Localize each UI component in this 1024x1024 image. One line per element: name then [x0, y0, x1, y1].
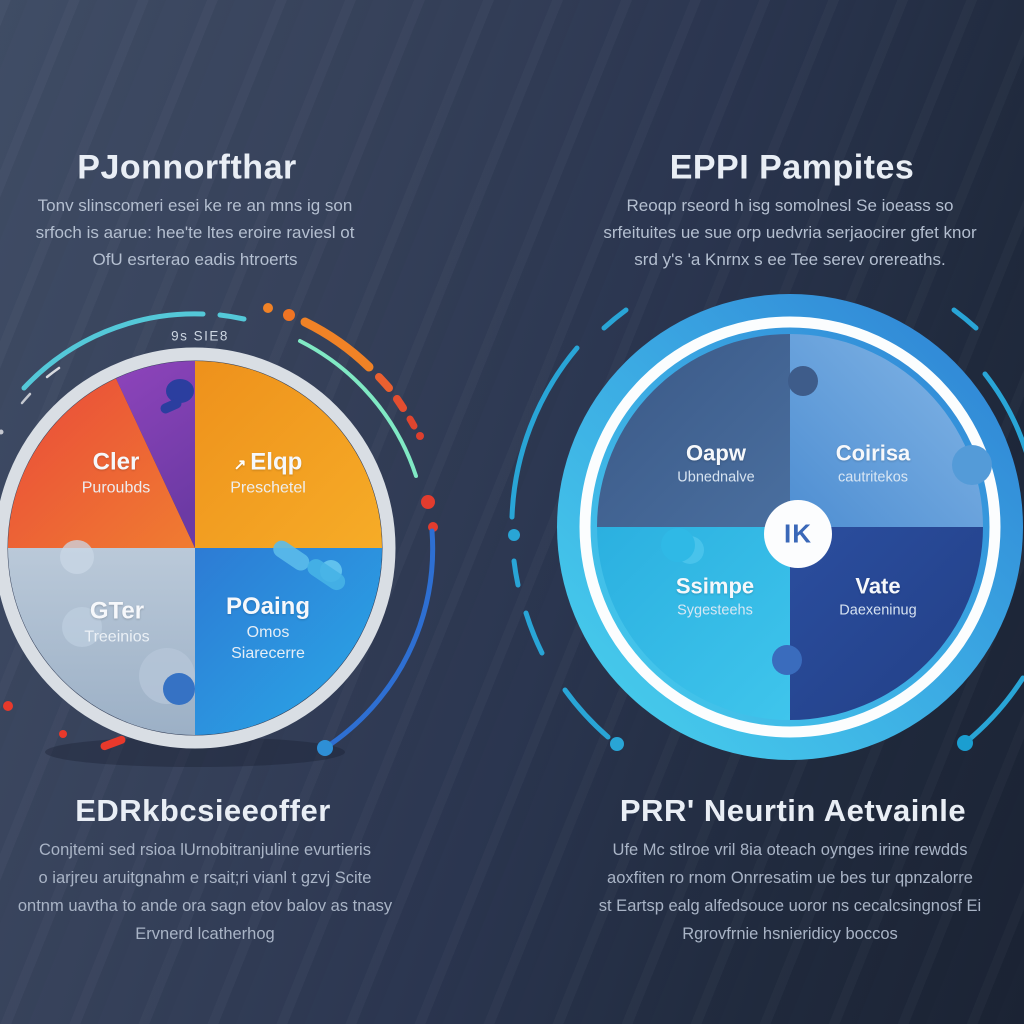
left-chart-label: 9s SIE8 [171, 328, 229, 344]
right-section-body: Ufe Mc stlroe vril 8ia oteach oynges iri… [555, 836, 1024, 948]
right-panel-title: EPPI Pampites [669, 148, 915, 187]
orange-dot-2 [283, 309, 295, 321]
left-quad-label-top-right: ↗ Elqp Preschetel [230, 449, 306, 498]
right-panel-subtitle: Reoqp rseord h isg somolnesl Se ioeass s… [560, 192, 1020, 273]
quad-title: Cler [92, 448, 140, 476]
quad-subtitle: Preschetel [230, 479, 306, 497]
center-badge-label: IK [784, 518, 812, 549]
left-section-heading: EDRkbcsieeoffer [75, 793, 331, 828]
mint-arc [298, 339, 418, 478]
quad-title: Vate [855, 573, 901, 599]
teal-arc [21, 311, 206, 391]
orange-dot-1 [263, 303, 273, 313]
right-body-line: Rgrovfrnie hsnieridicy boccos [682, 925, 898, 943]
right-body-line: st Eartsp ealg alfedsouce uoror ns cecal… [598, 897, 982, 915]
quad-subtitle: Treeinios [84, 628, 150, 646]
blue-arc-dot [317, 740, 333, 756]
orange-dash-2 [393, 395, 407, 412]
quad-subtitle: Puroubds [81, 479, 151, 497]
orange-dash-1 [375, 373, 393, 392]
left-pie-chart [0, 303, 438, 767]
orange-dash-3 [406, 415, 418, 430]
cyan-dot-bottom-left [610, 737, 624, 751]
orange-trail-dot [416, 432, 424, 440]
arrow-up-right-icon: ↗ [233, 456, 247, 474]
left-quadrant-blue [195, 548, 382, 735]
left-subtitle-line: OfU esrterao eadis htroerts [92, 250, 298, 269]
left-quadrant-red [7, 378, 195, 548]
right-section-heading: PRR' Neurtin Aetvainle [619, 793, 967, 828]
right-body-line: Ufe Mc stlroe vril 8ia oteach oynges iri… [612, 841, 968, 859]
left-quad-label-bottom-right: POaing Omos Siarecerre [226, 593, 310, 663]
right-quadrant-midblue [790, 334, 983, 527]
blue-arc [322, 528, 436, 751]
orange-arc [300, 317, 374, 372]
right-white-ring [579, 316, 1001, 738]
cyan-dot-bottom-right [957, 735, 973, 751]
right-quad-label-bottom-left: Ssimpe Sygesteehs [676, 574, 754, 619]
quad-subtitle-2: Siarecerre [231, 645, 305, 662]
left-quad-label-top-left: Cler Puroubds [82, 449, 151, 498]
right-subtitle-line: Reoqp rseord h isg somolnesl Se ioeass s… [626, 196, 954, 215]
right-subtitle-line: srfeituites ue sue orp uedvria serjaocir… [603, 223, 977, 242]
cyan-dash-ne [951, 307, 979, 331]
cyan-dot-left [508, 529, 520, 541]
left-quad-label-bottom-left: GTer Treeinios [84, 598, 149, 647]
cyan-dash-left-1 [511, 558, 521, 588]
left-body-line: Ervnerd lcatherhog [135, 925, 275, 943]
left-panel-subtitle: Tonv slinscomeri esei ke re an mns ig so… [0, 192, 405, 273]
teal-dash [217, 312, 247, 322]
red-dot-bl-1 [3, 701, 13, 711]
left-quadrant-orange [195, 361, 382, 548]
cyan-dash-nw [601, 307, 629, 331]
quad-title: Oapw [686, 440, 746, 466]
left-pie-blobs [60, 379, 346, 705]
quad-title: POaing [225, 593, 311, 620]
quad-subtitle: Ubnednalve [677, 469, 755, 486]
quad-subtitle: Daexeninug [839, 602, 917, 619]
white-dash-1 [45, 366, 61, 379]
right-orbit-arcs [508, 307, 1024, 751]
right-puzzle-bumps [661, 366, 992, 675]
quad-title: GTer [89, 597, 145, 625]
red-capsule [100, 735, 126, 751]
right-ring-chart [508, 294, 1024, 760]
right-body-line: aoxfiten ro rnom Onrresatim ue bes tur q… [607, 869, 973, 887]
left-pie-orbit-arcs [0, 303, 438, 756]
quad-title: Coirisa [835, 440, 911, 466]
cyan-arc-right [982, 371, 1024, 454]
right-quadrant-cyan [597, 527, 790, 720]
left-panel-title: PJonnorfthar [77, 148, 297, 187]
quad-subtitle: Omos [246, 624, 290, 641]
cyan-arc-left [509, 345, 580, 520]
red-dot-bl-2 [59, 730, 67, 738]
right-quad-label-top-right: Coirisa cautritekos [836, 441, 911, 486]
white-dot [0, 429, 4, 435]
quad-subtitle: Sygesteehs [677, 602, 753, 619]
left-pie-ring [0, 347, 396, 749]
cyan-arc-bottom-right [962, 675, 1024, 746]
cyan-dash-left-2 [523, 610, 545, 656]
left-body-line: o iarjreu aruitgnahm e rsait;ri vianl t … [38, 869, 372, 887]
center-badge [764, 500, 832, 568]
left-section-body: Conjtemi sed rsioa lUrnobitranjuline evu… [0, 836, 420, 948]
right-quadrant-navy [790, 527, 983, 720]
right-quadrant-slate [597, 334, 790, 527]
white-dash-2 [20, 392, 32, 405]
quad-title: Ssimpe [675, 573, 755, 599]
right-quad-label-bottom-right: Vate Daexeninug [839, 574, 916, 619]
quad-subtitle: cautritekos [837, 469, 909, 486]
left-body-line: Conjtemi sed rsioa lUrnobitranjuline evu… [39, 841, 371, 859]
red-dot-1 [421, 495, 435, 509]
cyan-arc-bottom-left [562, 687, 611, 740]
left-body-line: ontnm uavtha to ande ora sagn etov balov… [17, 897, 393, 915]
right-quad-label-top-left: Oapw Ubnednalve [677, 441, 754, 486]
left-subtitle-line: srfoch is aarue: hee'te ltes eroire ravi… [35, 223, 355, 242]
left-subtitle-line: Tonv slinscomeri esei ke re an mns ig so… [37, 196, 353, 215]
quad-title: Elqp [250, 448, 303, 476]
right-subtitle-line: srd y's 'a Knrnx s ee Tee serev orereath… [634, 250, 946, 269]
